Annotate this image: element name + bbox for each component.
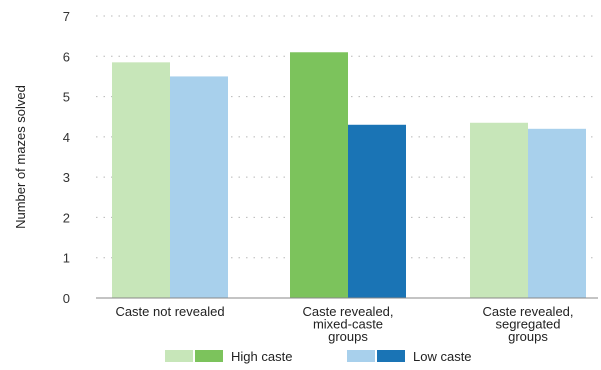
y-tick-label: 4: [63, 130, 70, 145]
x-category-label: Caste not revealed: [115, 304, 224, 319]
bar-high-caste: [112, 62, 170, 299]
legend-swatch: [165, 350, 193, 362]
y-tick-label: 7: [63, 9, 70, 24]
legend-swatch: [195, 350, 223, 362]
bar-low-caste: [170, 76, 228, 298]
y-axis-title: Number of mazes solved: [13, 85, 28, 229]
y-tick-label: 3: [63, 170, 70, 185]
legend-label: Low caste: [413, 349, 472, 364]
x-category-label: segregated: [495, 317, 560, 332]
x-category-label: mixed-caste: [313, 317, 383, 332]
x-category-label: groups: [508, 329, 548, 344]
axis-layer: 0 1 2 3 4 5 6 7 Number of mazes solved Caste not …: [13, 9, 598, 344]
bar-low-caste: [348, 124, 406, 299]
bar-high-caste: [470, 122, 528, 298]
y-tick-label: 1: [63, 251, 70, 266]
bar-layer: [112, 52, 586, 299]
y-tick-label: 5: [63, 90, 70, 105]
legend-label: High caste: [231, 349, 292, 364]
x-category-label: Caste revealed,: [482, 304, 573, 319]
y-tick-label: 2: [63, 210, 70, 225]
x-category-label: Caste revealed,: [302, 304, 393, 319]
bar-low-caste: [528, 128, 586, 298]
y-tick-label: 0: [63, 291, 70, 306]
legend: High caste Low caste: [165, 349, 472, 364]
legend-swatch: [377, 350, 405, 362]
legend-swatch: [347, 350, 375, 362]
bar-high-caste: [290, 52, 348, 298]
y-tick-label: 6: [63, 49, 70, 64]
x-category-label: groups: [328, 329, 368, 344]
